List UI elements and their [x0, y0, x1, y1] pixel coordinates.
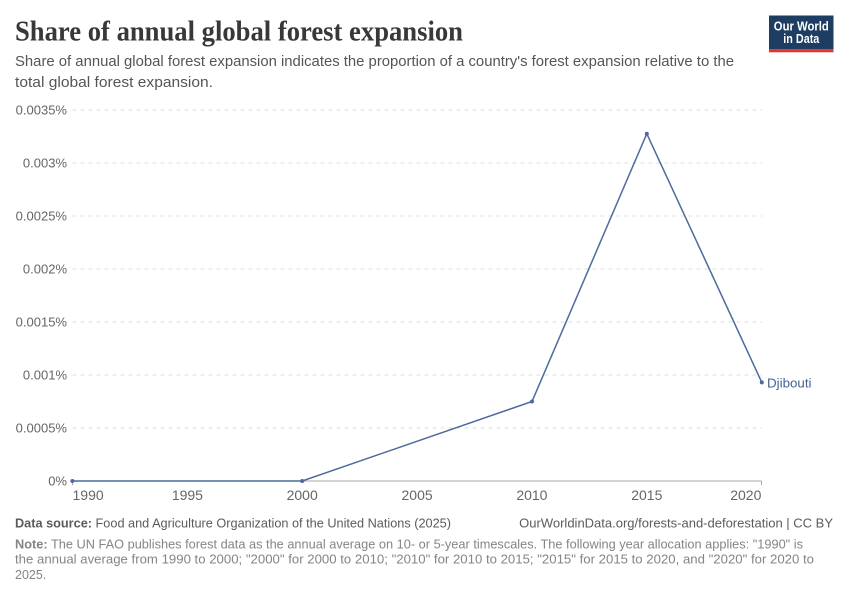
- svg-text:0.002%: 0.002%: [23, 261, 68, 276]
- svg-text:2020: 2020: [730, 487, 761, 503]
- svg-text:0.0005%: 0.0005%: [16, 420, 68, 435]
- svg-text:0%: 0%: [48, 473, 67, 488]
- svg-text:0.0035%: 0.0035%: [16, 102, 68, 117]
- svg-text:2015: 2015: [631, 487, 662, 503]
- svg-text:Share of annual global forest: Share of annual global forest expansion: [15, 16, 463, 48]
- svg-text:Data source: Food and Agricult: Data source: Food and Agriculture Organi…: [15, 516, 451, 531]
- svg-text:2010: 2010: [516, 487, 547, 503]
- svg-text:2000: 2000: [287, 487, 318, 503]
- svg-text:OurWorldinData.org/forests-and: OurWorldinData.org/forests-and-deforesta…: [519, 516, 833, 531]
- svg-text:in Data: in Data: [783, 31, 820, 46]
- svg-text:Our World: Our World: [774, 19, 829, 34]
- svg-text:total global forest expansion.: total global forest expansion.: [15, 74, 213, 91]
- svg-text:0.003%: 0.003%: [23, 155, 68, 170]
- svg-text:1995: 1995: [172, 487, 203, 503]
- svg-text:Note: The UN FAO publishes for: Note: The UN FAO publishes forest data a…: [15, 537, 803, 551]
- svg-text:Djibouti: Djibouti: [767, 375, 812, 390]
- svg-text:2025.: 2025.: [15, 568, 46, 582]
- svg-text:0.001%: 0.001%: [23, 367, 68, 382]
- svg-text:1990: 1990: [73, 487, 104, 503]
- svg-text:0.0015%: 0.0015%: [16, 314, 68, 329]
- svg-text:Share of annual global forest: Share of annual global forest expansion …: [15, 53, 734, 70]
- svg-text:the annual average from 1990 t: the annual average from 1990 to 2000; "2…: [15, 553, 814, 567]
- svg-text:0.0025%: 0.0025%: [16, 208, 68, 223]
- svg-text:2005: 2005: [402, 487, 433, 503]
